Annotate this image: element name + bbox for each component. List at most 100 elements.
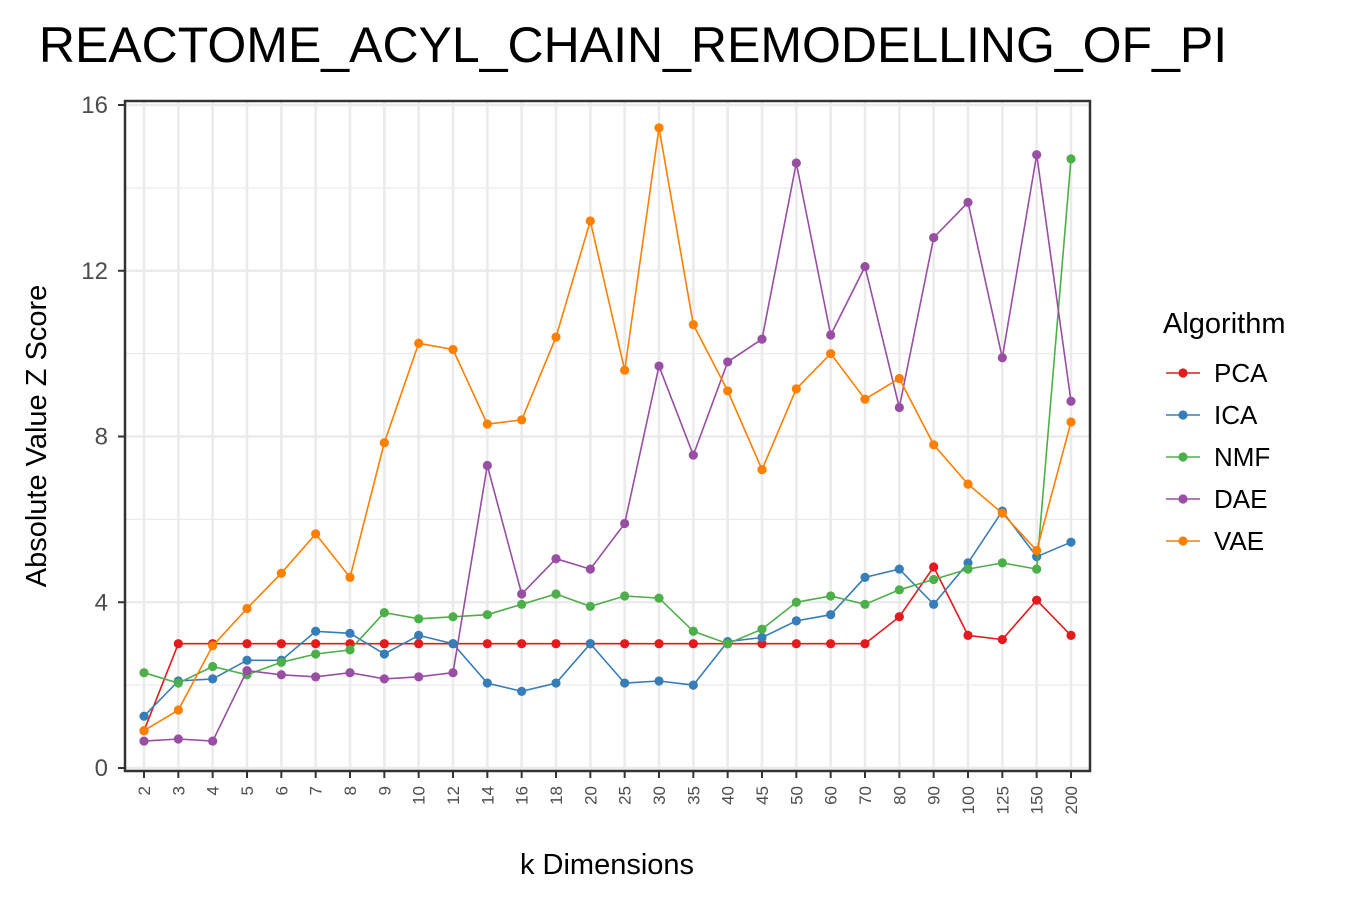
data-point-pca	[1066, 630, 1076, 641]
data-point-ica	[414, 630, 424, 641]
data-point-vae	[345, 572, 355, 582]
legend-label: ICA	[1214, 400, 1258, 430]
x-tick-label: 70	[856, 786, 875, 805]
data-point-vae	[379, 438, 389, 448]
x-tick-label: 60	[822, 786, 841, 805]
data-point-dae	[894, 402, 904, 413]
x-tick-label: 40	[719, 786, 738, 805]
data-point-dae	[379, 674, 389, 684]
x-tick-label: 8	[341, 786, 360, 795]
data-point-nmf	[826, 591, 836, 601]
x-axis-title: k Dimensions	[520, 849, 694, 881]
x-tick-label: 9	[375, 786, 394, 795]
data-point-dae	[276, 670, 286, 680]
x-tick-label: 30	[650, 786, 669, 805]
data-point-dae	[414, 672, 424, 682]
data-point-pca	[379, 639, 389, 649]
data-point-dae	[551, 554, 561, 564]
data-point-pca	[1032, 595, 1042, 605]
x-tick-label: 45	[753, 786, 772, 805]
data-point-dae	[757, 334, 767, 344]
data-point-pca	[482, 639, 492, 649]
data-point-nmf	[654, 593, 664, 603]
data-point-dae	[688, 450, 698, 460]
data-point-dae	[1032, 150, 1042, 160]
data-point-ica	[311, 626, 321, 636]
x-tick-label: 125	[993, 786, 1012, 814]
data-point-pca	[311, 639, 321, 649]
chart-title: REACTOME_ACYL_CHAIN_REMODELLING_OF_PI	[39, 17, 1227, 73]
x-tick-label: 25	[616, 786, 635, 805]
legend-item-dae: DAE	[1166, 484, 1267, 514]
data-point-vae	[208, 641, 218, 651]
data-point-nmf	[276, 657, 286, 667]
data-point-dae	[654, 361, 664, 371]
data-point-ica	[551, 678, 561, 688]
x-tick-label: 16	[513, 786, 532, 805]
x-tick-label: 35	[684, 786, 703, 805]
data-point-nmf	[894, 585, 904, 595]
data-point-dae	[242, 666, 252, 676]
data-point-vae	[757, 465, 767, 475]
x-tick-label: 4	[204, 786, 223, 795]
data-point-ica	[585, 639, 595, 649]
y-tick-label: 8	[95, 424, 108, 451]
data-point-pca	[963, 630, 973, 641]
data-point-pca	[276, 639, 286, 649]
legend-title: Algorithm	[1163, 308, 1286, 340]
data-point-nmf	[1032, 564, 1042, 574]
x-tick-label: 14	[478, 786, 497, 805]
legend-label: NMF	[1214, 442, 1270, 472]
series-layer	[139, 123, 1076, 746]
y-axis-title: Absolute Value Z Score	[21, 285, 53, 588]
data-point-ica	[654, 676, 664, 686]
data-point-ica	[757, 632, 767, 643]
data-point-ica	[242, 655, 252, 665]
series-dae	[139, 150, 1076, 746]
data-point-vae	[929, 440, 939, 450]
data-point-nmf	[517, 599, 527, 609]
data-point-vae	[654, 123, 664, 133]
legend-item-ica: ICA	[1166, 400, 1258, 430]
data-point-dae	[791, 158, 801, 168]
legend-item-pca: PCA	[1166, 358, 1268, 388]
data-point-pca	[688, 639, 698, 649]
data-point-dae	[929, 233, 939, 243]
data-point-pca	[551, 639, 561, 649]
x-tick-label: 3	[169, 786, 188, 795]
legend-key-point	[1178, 410, 1188, 420]
data-point-vae	[894, 373, 904, 384]
data-point-vae	[1066, 417, 1076, 427]
x-tick-label: 100	[959, 786, 978, 814]
data-point-vae	[997, 508, 1007, 518]
series-vae	[139, 123, 1076, 736]
data-point-pca	[997, 634, 1007, 645]
data-point-nmf	[929, 574, 939, 585]
data-point-nmf	[139, 668, 149, 678]
data-point-dae	[620, 518, 630, 529]
data-point-nmf	[379, 608, 389, 618]
data-point-vae	[276, 568, 286, 578]
data-point-vae	[242, 603, 252, 614]
data-point-nmf	[860, 599, 870, 609]
data-point-vae	[723, 386, 733, 396]
x-tick-label: 90	[925, 786, 944, 805]
data-point-dae	[585, 564, 595, 574]
x-tick-label: 18	[547, 786, 566, 805]
legend-key-point	[1178, 452, 1188, 462]
data-point-ica	[860, 572, 870, 582]
series-nmf	[139, 154, 1076, 688]
legend: Algorithm PCA ICA NMF DAE VAE	[1163, 308, 1286, 556]
data-point-ica	[517, 686, 527, 696]
data-point-pca	[620, 639, 630, 649]
data-point-nmf	[723, 639, 733, 649]
series-pca	[139, 562, 1076, 736]
x-tick-label: 7	[307, 786, 326, 795]
data-point-nmf	[997, 558, 1007, 568]
data-point-pca	[173, 639, 183, 649]
data-point-ica	[345, 628, 355, 638]
data-point-vae	[173, 705, 183, 715]
x-tick-label: 12	[444, 786, 463, 805]
data-point-nmf	[482, 610, 492, 620]
